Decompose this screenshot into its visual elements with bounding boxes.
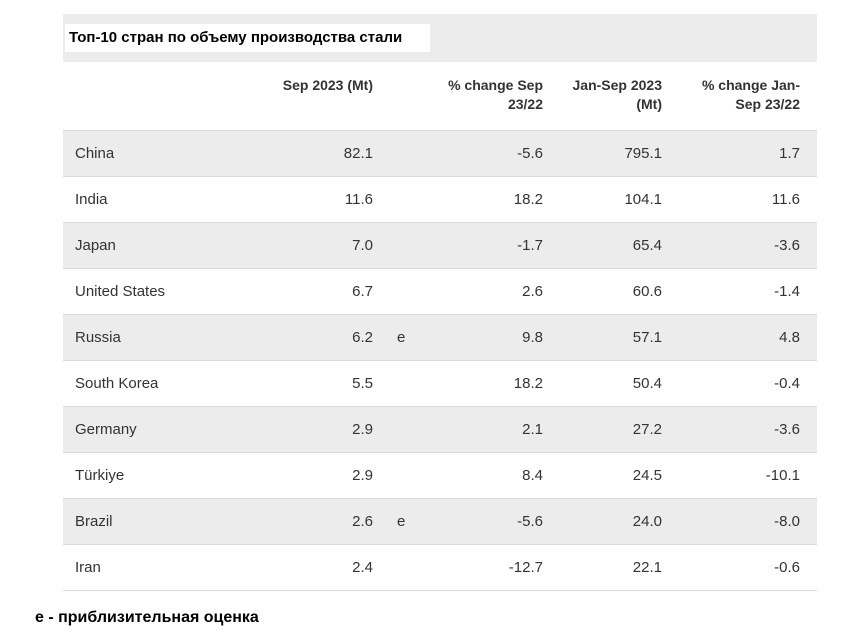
country-cell: Brazil [63, 498, 263, 545]
country-cell: India [63, 176, 263, 223]
table-row-india: India 11.6 18.2 104.1 11.6 [63, 176, 817, 223]
table-row-united-states: United States 6.7 2.6 60.6 -1.4 [63, 268, 817, 315]
pct-change-sep-cell: -5.6 [423, 498, 543, 545]
pct-change-jan-sep-cell: 1.7 [662, 130, 817, 177]
jan-sep-2023-cell: 57.1 [543, 314, 662, 361]
estimate-flag-cell: e [373, 314, 423, 361]
estimate-flag-cell [373, 544, 423, 591]
jan-sep-2023-cell: 24.0 [543, 498, 662, 545]
estimate-flag-cell [373, 452, 423, 499]
table-row-japan: Japan 7.0 -1.7 65.4 -3.6 [63, 222, 817, 269]
pct-change-jan-sep-cell: -0.4 [662, 360, 817, 407]
pct-change-jan-sep-cell: -1.4 [662, 268, 817, 315]
column-header-pct-change-sep: % change Sep 23/22 [423, 62, 543, 131]
pct-change-sep-cell: 18.2 [423, 360, 543, 407]
sep-2023-cell: 2.4 [263, 544, 373, 591]
sep-2023-cell: 6.2 [263, 314, 373, 361]
header-row: Sep 2023 (Mt) % change Sep 23/22 Jan-Sep… [63, 62, 817, 131]
sep-2023-cell: 82.1 [263, 130, 373, 177]
estimate-flag-cell [373, 130, 423, 177]
pct-change-jan-sep-cell: 11.6 [662, 176, 817, 223]
table-row-turkiye: Türkiye 2.9 8.4 24.5 -10.1 [63, 452, 817, 499]
country-cell: Türkiye [63, 452, 263, 499]
column-header-estimate-flag [373, 62, 423, 131]
country-cell: Russia [63, 314, 263, 361]
estimate-flag-cell [373, 222, 423, 269]
country-cell: South Korea [63, 360, 263, 407]
estimate-footnote: e - приблизительная оценка [35, 609, 259, 626]
country-cell: Germany [63, 406, 263, 453]
steel-production-table: Sep 2023 (Mt) % change Sep 23/22 Jan-Sep… [63, 62, 817, 591]
steel-production-table-container: Топ-10 стран по объему производства стал… [63, 14, 817, 591]
country-cell: Japan [63, 222, 263, 269]
pct-change-sep-cell: 2.6 [423, 268, 543, 315]
sep-2023-cell: 11.6 [263, 176, 373, 223]
pct-change-jan-sep-cell: -10.1 [662, 452, 817, 499]
pct-change-sep-cell: 9.8 [423, 314, 543, 361]
estimate-flag-cell [373, 406, 423, 453]
pct-change-jan-sep-cell: -3.6 [662, 222, 817, 269]
jan-sep-2023-cell: 50.4 [543, 360, 662, 407]
estimate-flag-cell [373, 176, 423, 223]
column-header-pct-change-jan-sep: % change Jan-Sep 23/22 [662, 62, 817, 131]
pct-change-jan-sep-cell: -3.6 [662, 406, 817, 453]
pct-change-sep-cell: -12.7 [423, 544, 543, 591]
jan-sep-2023-cell: 65.4 [543, 222, 662, 269]
pct-change-jan-sep-cell: -8.0 [662, 498, 817, 545]
sep-2023-cell: 6.7 [263, 268, 373, 315]
sep-2023-cell: 7.0 [263, 222, 373, 269]
jan-sep-2023-cell: 22.1 [543, 544, 662, 591]
sep-2023-cell: 2.6 [263, 498, 373, 545]
sep-2023-cell: 2.9 [263, 452, 373, 499]
sep-2023-cell: 5.5 [263, 360, 373, 407]
estimate-flag-cell: e [373, 498, 423, 545]
jan-sep-2023-cell: 104.1 [543, 176, 662, 223]
pct-change-sep-cell: 2.1 [423, 406, 543, 453]
pct-change-sep-cell: 8.4 [423, 452, 543, 499]
country-cell: China [63, 130, 263, 177]
table-row-iran: Iran 2.4 -12.7 22.1 -0.6 [63, 544, 817, 591]
jan-sep-2023-cell: 27.2 [543, 406, 662, 453]
table-title-bar: Топ-10 стран по объему производства стал… [63, 14, 817, 62]
table-row-russia: Russia 6.2 e 9.8 57.1 4.8 [63, 314, 817, 361]
table-row-germany: Germany 2.9 2.1 27.2 -3.6 [63, 406, 817, 453]
country-cell: Iran [63, 544, 263, 591]
table-title: Топ-10 стран по объему производства стал… [65, 24, 431, 52]
country-cell: United States [63, 268, 263, 315]
column-header-sep-2023-mt: Sep 2023 (Mt) [263, 62, 373, 131]
sep-2023-cell: 2.9 [263, 406, 373, 453]
pct-change-sep-cell: -1.7 [423, 222, 543, 269]
column-header-country [63, 62, 263, 131]
jan-sep-2023-cell: 60.6 [543, 268, 662, 315]
estimate-flag-cell [373, 360, 423, 407]
pct-change-sep-cell: 18.2 [423, 176, 543, 223]
jan-sep-2023-cell: 24.5 [543, 452, 662, 499]
pct-change-jan-sep-cell: -0.6 [662, 544, 817, 591]
pct-change-sep-cell: -5.6 [423, 130, 543, 177]
jan-sep-2023-cell: 795.1 [543, 130, 662, 177]
pct-change-jan-sep-cell: 4.8 [662, 314, 817, 361]
table-row-china: China 82.1 -5.6 795.1 1.7 [63, 130, 817, 177]
estimate-flag-cell [373, 268, 423, 315]
table-row-brazil: Brazil 2.6 e -5.6 24.0 -8.0 [63, 498, 817, 545]
column-header-jan-sep-2023-mt: Jan-Sep 2023 (Mt) [543, 62, 662, 131]
table-row-south-korea: South Korea 5.5 18.2 50.4 -0.4 [63, 360, 817, 407]
